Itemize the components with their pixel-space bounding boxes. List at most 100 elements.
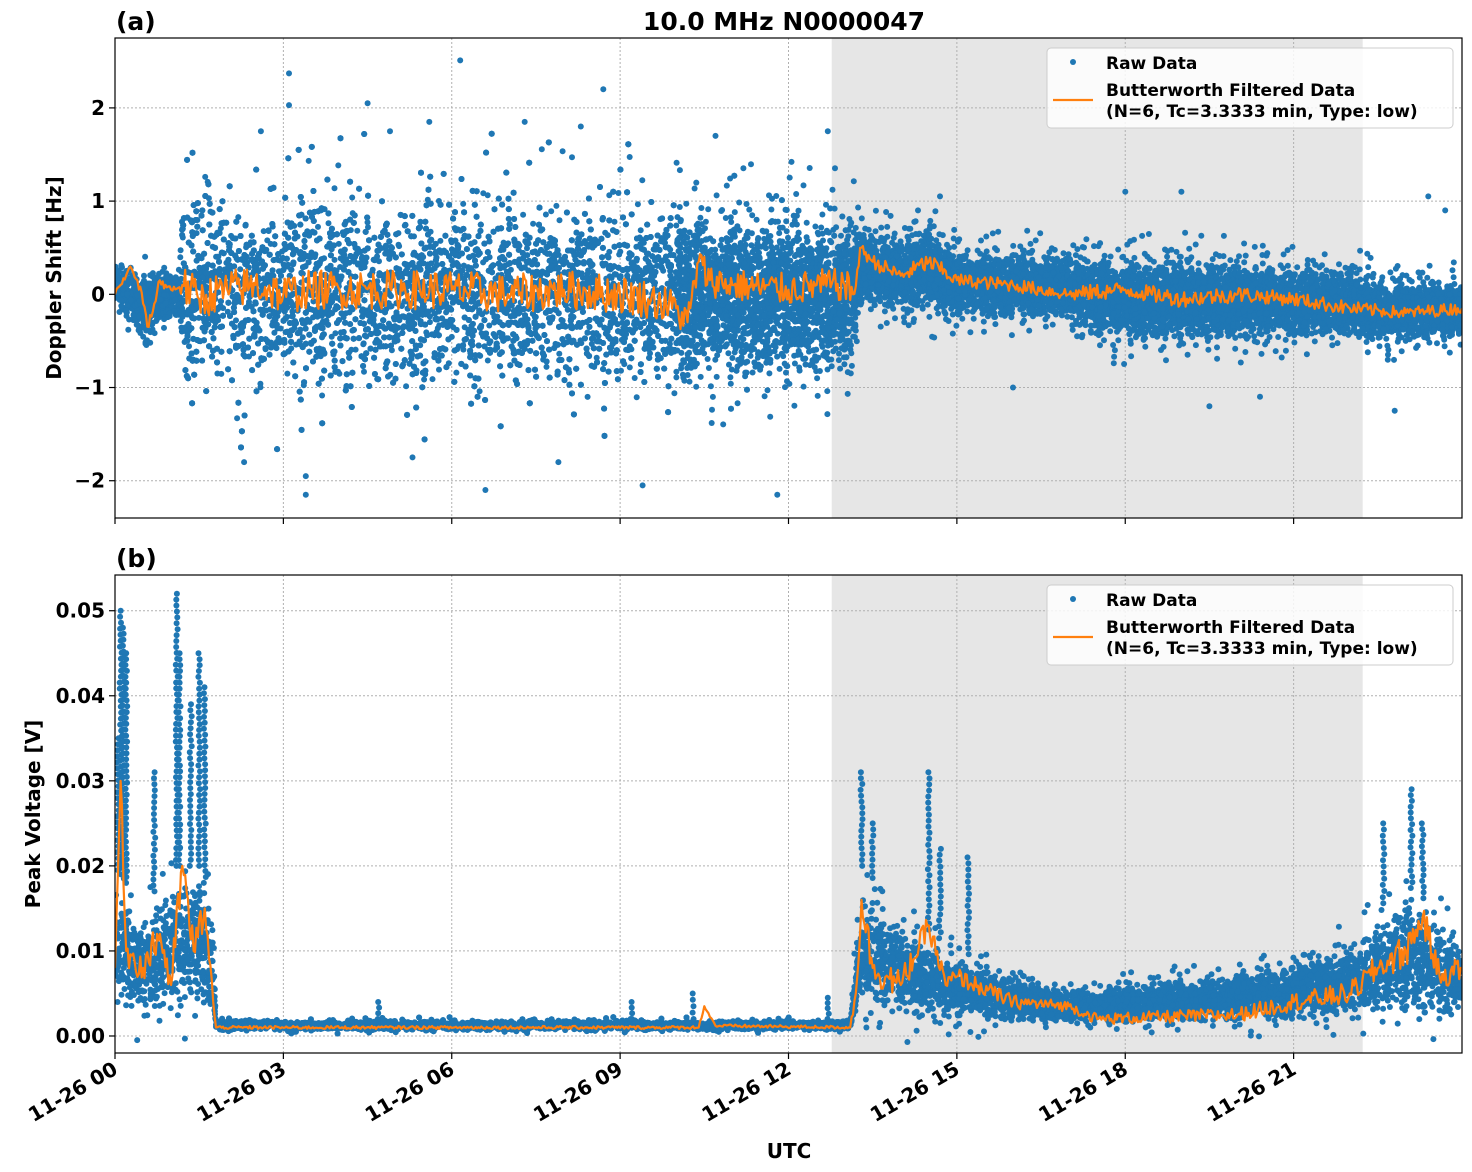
panel-label-a: (a) [116, 7, 156, 36]
raw-point [218, 370, 225, 377]
raw-point [133, 321, 140, 328]
raw-point [376, 258, 382, 265]
raw-point [584, 393, 591, 400]
raw-point [538, 146, 545, 153]
raw-point [556, 350, 563, 357]
raw-point [593, 354, 600, 361]
raw-point [164, 274, 171, 281]
raw-point [615, 190, 622, 196]
raw-point [134, 292, 141, 299]
raw-point [530, 220, 537, 227]
raw-point [163, 279, 170, 286]
y-axis-label-b: Peak Voltage [V] [21, 720, 45, 909]
plot-area [115, 57, 1462, 498]
raw-point [141, 324, 148, 331]
raw-point [639, 177, 646, 184]
raw-point [584, 270, 591, 277]
raw-point [460, 200, 467, 207]
raw-point [142, 253, 149, 260]
raw-point [349, 194, 356, 201]
x-axis-label: UTC [767, 1139, 812, 1163]
raw-point [202, 173, 209, 180]
raw-point [421, 376, 428, 383]
raw-point [136, 313, 143, 320]
raw-point [484, 192, 491, 199]
raw-point [553, 202, 560, 209]
raw-point [124, 291, 131, 298]
raw-point [178, 275, 185, 282]
raw-point [118, 304, 125, 311]
raw-point [325, 220, 332, 227]
raw-point [172, 296, 179, 303]
raw-point [604, 232, 611, 239]
raw-point [118, 262, 125, 269]
raw-point [396, 243, 403, 250]
raw-point [126, 316, 133, 323]
raw-point [315, 223, 321, 230]
raw-point [361, 368, 367, 375]
raw-point [484, 357, 491, 364]
raw-point [195, 314, 202, 321]
raw-point [436, 366, 442, 373]
raw-point [128, 297, 134, 304]
raw-point [520, 211, 527, 218]
raw-point [543, 363, 550, 370]
raw-point [548, 208, 555, 215]
raw-point [141, 272, 147, 279]
raw-point [115, 294, 119, 301]
raw-point [172, 274, 179, 281]
raw-point [141, 284, 148, 291]
raw-point [331, 256, 338, 263]
raw-point [125, 326, 132, 333]
raw-point [120, 286, 126, 293]
raw-point [569, 154, 575, 161]
chart-title: 10.0 MHz N0000047 [643, 7, 925, 36]
raw-point [331, 185, 338, 192]
raw-point [271, 329, 278, 336]
raw-point [186, 343, 192, 350]
raw-point [637, 227, 644, 234]
raw-point [177, 254, 184, 261]
raw-point [234, 415, 241, 422]
raw-point [157, 296, 164, 303]
raw-point [616, 251, 623, 258]
raw-point [260, 228, 267, 235]
raw-point [173, 312, 180, 318]
raw-point [524, 245, 530, 252]
raw-point [556, 217, 563, 224]
raw-point [388, 347, 395, 354]
raw-point [305, 157, 312, 164]
raw-point [328, 333, 335, 340]
raw-point [154, 308, 161, 315]
raw-point [354, 227, 361, 234]
raw-point [429, 376, 436, 383]
raw-point [135, 327, 142, 334]
raw-point [168, 280, 175, 287]
raw-point [162, 300, 169, 307]
raw-point [417, 342, 424, 349]
raw-point [626, 364, 633, 371]
raw-point [476, 388, 483, 395]
raw-point [335, 240, 342, 247]
raw-point [161, 292, 167, 298]
raw-point [149, 273, 156, 280]
raw-point [633, 394, 640, 401]
raw-point [611, 218, 618, 225]
raw-point [146, 280, 153, 287]
raw-point [360, 341, 367, 348]
raw-point [161, 324, 167, 331]
raw-point [486, 322, 493, 329]
raw-point [332, 330, 339, 337]
raw-point [559, 148, 566, 155]
raw-point [168, 303, 175, 310]
raw-point [634, 201, 641, 208]
raw-point [147, 288, 154, 295]
raw-point [437, 237, 444, 244]
raw-point [524, 252, 531, 259]
raw-point [147, 339, 154, 346]
raw-point [319, 392, 326, 399]
raw-point [284, 370, 291, 377]
y-axis-label-a: Doppler Shift [Hz] [42, 176, 66, 380]
